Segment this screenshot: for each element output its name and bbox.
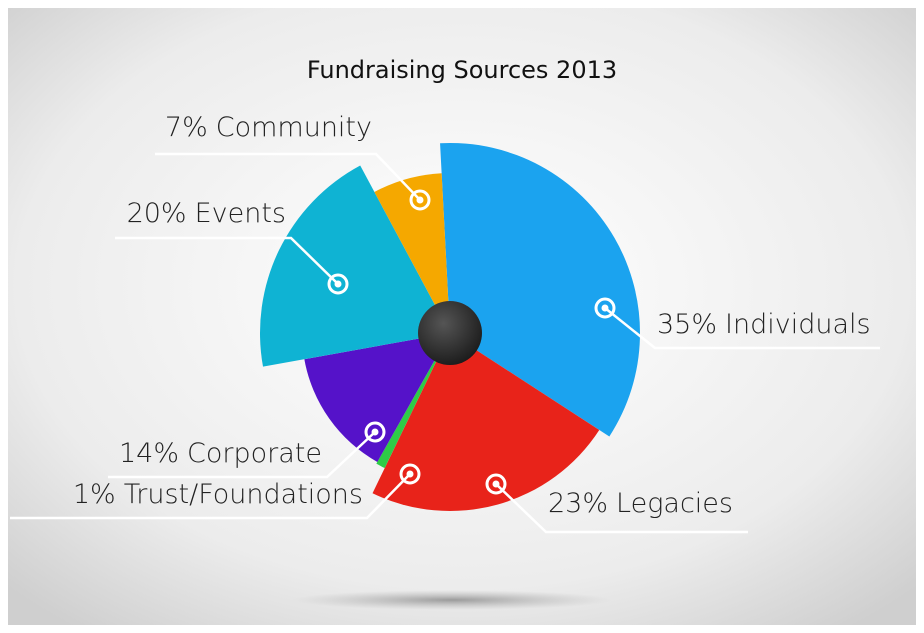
label-marker (409, 189, 431, 211)
leader-line (10, 473, 411, 520)
slice-category-label: Corporate (187, 438, 322, 469)
leader-line (108, 431, 376, 479)
label-marker (485, 473, 507, 495)
slice-category-label: Events (195, 198, 286, 229)
leader-line (604, 307, 880, 350)
slice-value-label: 1% (73, 479, 116, 510)
slice-value-label: 23% (548, 488, 608, 519)
label-marker (364, 421, 386, 443)
label-marker (399, 463, 421, 485)
pie-slice (304, 333, 450, 462)
label-marker-dot (492, 480, 500, 488)
label-marker (327, 273, 349, 295)
slice-category-label: Trust/Foundations (124, 479, 363, 510)
leader-line (495, 483, 748, 534)
pie-slice (260, 165, 450, 367)
slice-value-label: 7% (165, 112, 208, 143)
slice-value-label: 14% (119, 438, 179, 469)
pie-slice (376, 333, 450, 469)
floor-shadow (292, 590, 612, 610)
chart-title: Fundraising Sources 2013 (307, 56, 617, 84)
labels: 35% Individuals 23% Legacies 1% Trust/Foundat… (10, 112, 880, 534)
slice-label: 14% Corporate (119, 438, 322, 469)
leader-line (115, 236, 339, 285)
pie (260, 143, 641, 512)
slice-category-label: Legacies (616, 488, 733, 519)
label-marker-dot (334, 280, 342, 288)
pie-slice (440, 143, 641, 437)
label-marker-dot (406, 470, 414, 478)
pie-slice (372, 333, 600, 512)
slice-label: 20% Events (127, 198, 286, 229)
label-marker-dot (416, 196, 424, 204)
label-marker-dot (371, 428, 379, 436)
slice-label: 35% Individuals (657, 309, 871, 340)
pie-slice (374, 173, 450, 333)
slice-category-label: Community (216, 112, 372, 143)
slice-label: 7% Community (165, 112, 372, 143)
slice-value-label: 20% (127, 198, 187, 229)
slice-label: 1% Trust/Foundations (73, 479, 363, 510)
slice-label: 23% Legacies (548, 488, 733, 519)
slice-value-label: 35% (657, 309, 717, 340)
label-marker (594, 297, 616, 319)
leader-line (155, 152, 421, 201)
label-marker-dot (601, 304, 609, 312)
slice-category-label: Individuals (725, 309, 871, 340)
pie-hub (418, 301, 482, 365)
